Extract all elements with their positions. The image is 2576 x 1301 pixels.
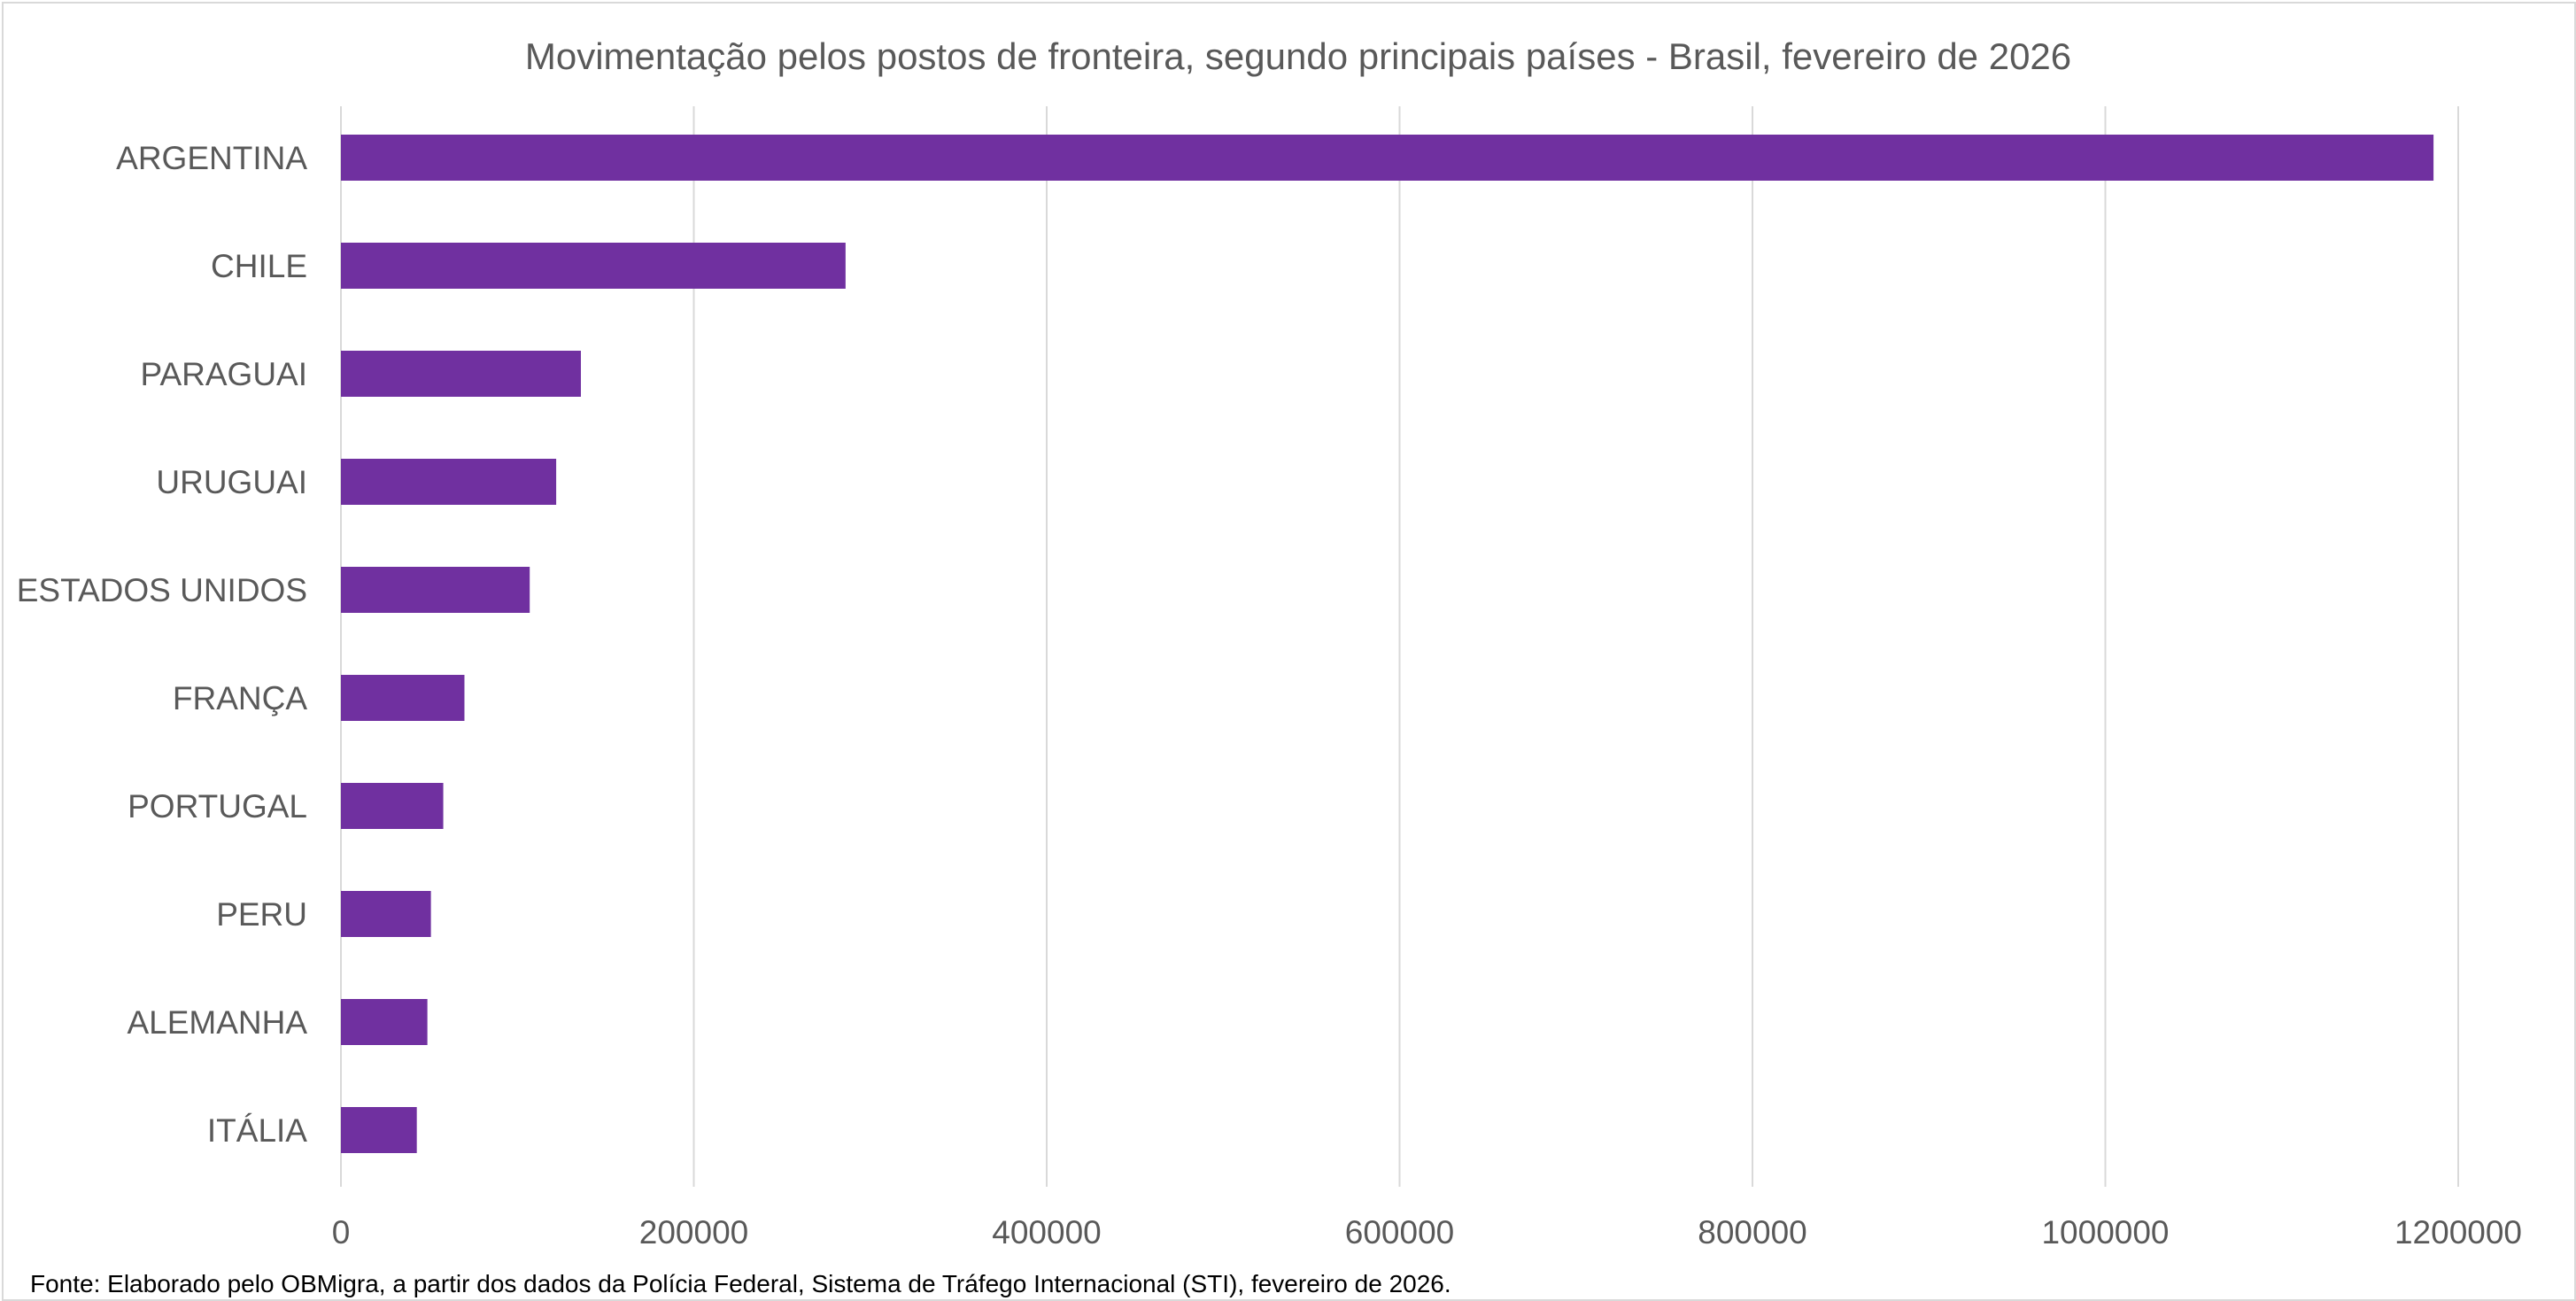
bars	[341, 135, 2434, 1153]
bar	[341, 891, 431, 937]
x-tick-label: 200000	[639, 1214, 748, 1251]
bar	[341, 567, 530, 613]
category-labels: ARGENTINA CHILE PARAGUAI URUGUAI ESTADOS UNI…	[17, 140, 308, 1149]
bar	[341, 243, 846, 289]
x-tick-label: 400000	[992, 1214, 1101, 1251]
category-label: PARAGUAI	[141, 356, 307, 392]
bar	[341, 351, 581, 397]
x-tick-label: 600000	[1345, 1214, 1454, 1251]
bar	[341, 459, 557, 505]
x-tick-label: 1200000	[2394, 1214, 2522, 1251]
category-label: PORTUGAL	[128, 788, 307, 825]
x-tick-label: 1000000	[2041, 1214, 2169, 1251]
x-tick-label: 800000	[1698, 1214, 1806, 1251]
category-label: FRANÇA	[173, 680, 307, 716]
bar	[341, 999, 428, 1045]
category-label: ARGENTINA	[116, 140, 307, 176]
category-label: ALEMANHA	[127, 1004, 307, 1041]
x-axis-tick-labels: 0 200000 400000 600000 800000 1000000 1200000	[332, 1214, 2522, 1251]
bar	[341, 135, 2434, 181]
bar	[341, 675, 465, 721]
category-label: PERU	[216, 896, 307, 933]
bar	[341, 1107, 417, 1153]
category-label: CHILE	[211, 248, 307, 284]
x-tick-label: 0	[332, 1214, 351, 1251]
source-note: Fonte: Elaborado pelo OBMigra, a partir …	[30, 1270, 1451, 1297]
category-label: ESTADOS UNIDOS	[17, 572, 307, 608]
category-label: URUGUAI	[156, 464, 307, 500]
category-label: ITÁLIA	[207, 1112, 307, 1149]
bar	[341, 783, 444, 829]
chart-title: Movimentação pelos postos de fronteira, …	[525, 35, 2071, 77]
